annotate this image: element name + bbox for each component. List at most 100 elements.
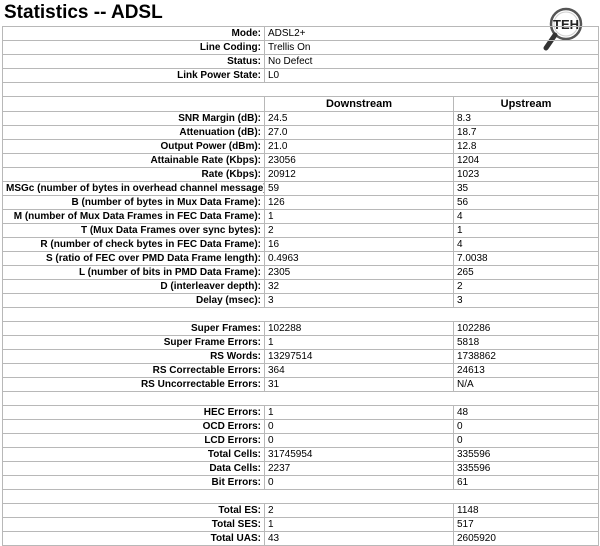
spacer-row [2,391,599,406]
downstream-value: 2 [264,503,454,518]
spacer-row [2,489,599,504]
row-label: RS Uncorrectable Errors: [2,377,265,392]
row-label: Bit Errors: [2,475,265,490]
row-label: Attenuation (dB): [2,125,265,140]
upstream-value: 8.3 [453,111,599,126]
column-header-row: Downstream Upstream [2,96,599,112]
upstream-value: 56 [453,195,599,210]
row-value: No Defect [264,54,599,69]
stat-row: R (number of check bytes in FEC Data Fra… [2,237,599,252]
upstream-value: 61 [453,475,599,490]
upstream-value: 24613 [453,363,599,378]
stat-row: Total UAS: 43 2605920 [2,531,599,546]
upstream-value: 4 [453,237,599,252]
upstream-value: 35 [453,181,599,196]
row-label: Total ES: [2,503,265,518]
downstream-value: 0 [264,419,454,434]
downstream-value: 102288 [264,321,454,336]
upstream-value: 1 [453,223,599,238]
row-label: B (number of bytes in Mux Data Frame): [2,195,265,210]
upstream-value: 3 [453,293,599,308]
stat-row: Attainable Rate (Kbps): 23056 1204 [2,153,599,168]
row-label: RS Words: [2,349,265,364]
stat-row: L (number of bits in PMD Data Frame): 230… [2,265,599,280]
downstream-value: 32 [264,279,454,294]
downstream-value: 13297514 [264,349,454,364]
spacer-row [2,307,599,322]
row-label: Total Cells: [2,447,265,462]
row-label: Attainable Rate (Kbps): [2,153,265,168]
stat-row: Output Power (dBm): 21.0 12.8 [2,139,599,154]
general-row: Link Power State: L0 [2,68,599,83]
stat-row: SNR Margin (dB): 24.5 8.3 [2,111,599,126]
upstream-value: 0 [453,433,599,448]
row-label: Link Power State: [2,68,265,83]
adsl-stats-table: Mode: ADSL2+ Line Coding: Trellis On Status:… [2,26,599,546]
downstream-value: 2237 [264,461,454,476]
stat-row: D (interleaver depth): 32 2 [2,279,599,294]
row-label: Line Coding: [2,40,265,55]
row-label: Data Cells: [2,461,265,476]
upstream-value: 335596 [453,447,599,462]
stat-row: Attenuation (dB): 27.0 18.7 [2,125,599,140]
general-row: Status: No Defect [2,54,599,69]
row-value: L0 [264,68,599,83]
downstream-value: 3 [264,293,454,308]
downstream-value: 27.0 [264,125,454,140]
stat-row: Total Cells: 31745954 335596 [2,447,599,462]
upstream-value: 18.7 [453,125,599,140]
downstream-value: 1 [264,335,454,350]
downstream-value: 20912 [264,167,454,182]
downstream-value: 31745954 [264,447,454,462]
row-label: OCD Errors: [2,419,265,434]
general-row: Line Coding: Trellis On [2,40,599,55]
downstream-value: 23056 [264,153,454,168]
stat-row: RS Words: 13297514 1738862 [2,349,599,364]
row-label: MSGc (number of bytes in overhead channe… [2,181,265,196]
stat-row: Rate (Kbps): 20912 1023 [2,167,599,182]
downstream-value: 0 [264,475,454,490]
downstream-value: 21.0 [264,139,454,154]
downstream-value: 1 [264,405,454,420]
upstream-value: 4 [453,209,599,224]
upstream-value: N/A [453,377,599,392]
row-label: L (number of bits in PMD Data Frame): [2,265,265,280]
row-label: LCD Errors: [2,433,265,448]
stat-row: Super Frames: 102288 102286 [2,321,599,336]
downstream-value: 59 [264,181,454,196]
downstream-value: 0.4963 [264,251,454,266]
upstream-value: 12.8 [453,139,599,154]
upstream-value: 48 [453,405,599,420]
upstream-value: 1738862 [453,349,599,364]
spacer-cell [2,391,599,406]
row-label: SNR Margin (dB): [2,111,265,126]
stat-row: HEC Errors: 1 48 [2,405,599,420]
upstream-value: 265 [453,265,599,280]
downstream-header: Downstream [264,96,454,112]
stat-row: T (Mux Data Frames over sync bytes): 2 1 [2,223,599,238]
row-label: RS Correctable Errors: [2,363,265,378]
row-label: Rate (Kbps): [2,167,265,182]
stat-row: S (ratio of FEC over PMD Data Frame leng… [2,251,599,266]
row-label: Status: [2,54,265,69]
downstream-value: 126 [264,195,454,210]
downstream-value: 31 [264,377,454,392]
downstream-value: 2305 [264,265,454,280]
downstream-value: 0 [264,433,454,448]
row-value: Trellis On [264,40,599,55]
header-empty-cell [2,96,265,112]
row-label: Output Power (dBm): [2,139,265,154]
row-label: Mode: [2,26,265,41]
row-label: D (interleaver depth): [2,279,265,294]
downstream-value: 2 [264,223,454,238]
row-label: Delay (msec): [2,293,265,308]
stats-body: Mode: ADSL2+ Line Coding: Trellis On Status:… [2,26,599,546]
downstream-value: 364 [264,363,454,378]
stat-row: Delay (msec): 3 3 [2,293,599,308]
stat-row: RS Correctable Errors: 364 24613 [2,363,599,378]
stat-row: M (number of Mux Data Frames in FEC Data… [2,209,599,224]
stat-row: B (number of bytes in Mux Data Frame): 12… [2,195,599,210]
spacer-cell [2,489,599,504]
spacer-row [2,82,599,97]
row-label: R (number of check bytes in FEC Data Fra… [2,237,265,252]
